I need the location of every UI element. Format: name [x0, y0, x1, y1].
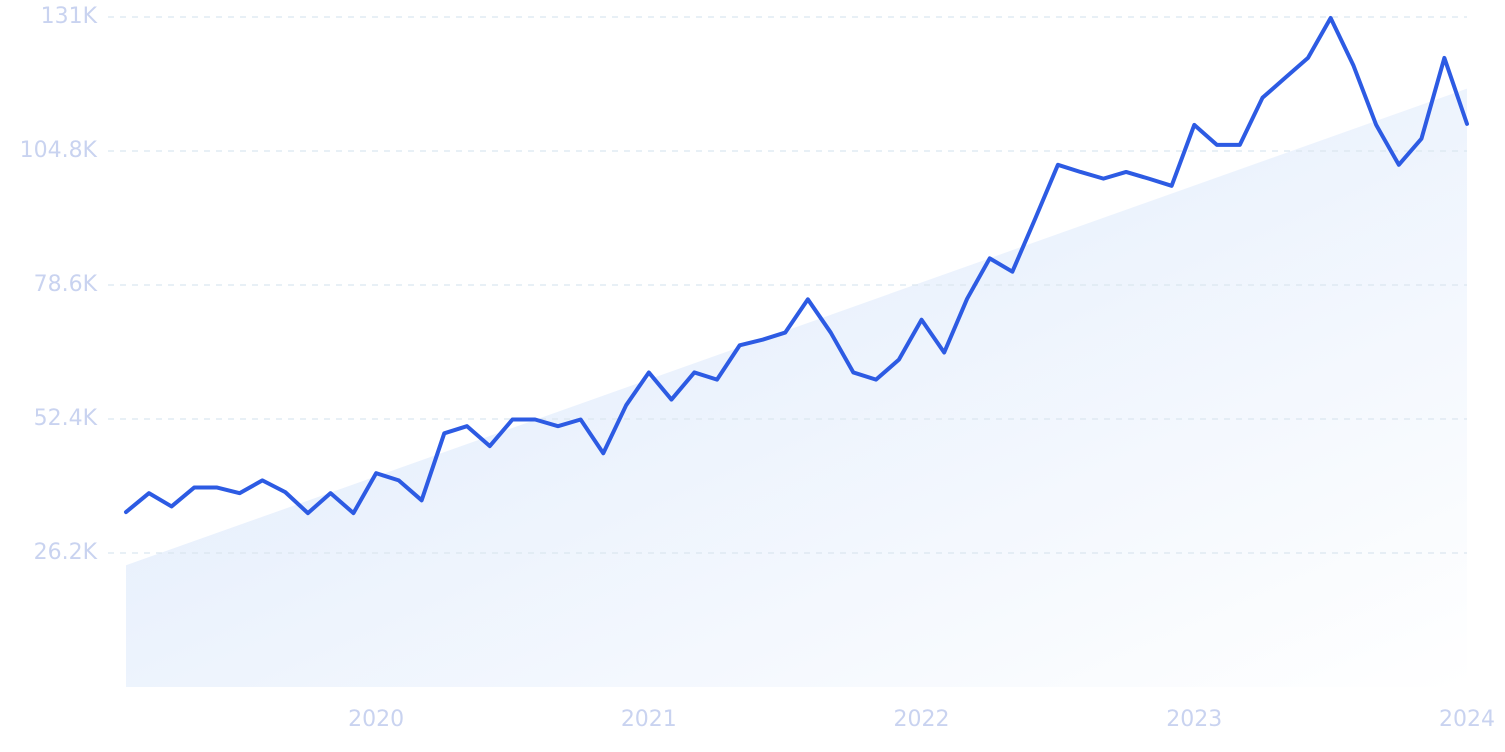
y-tick-label: 52.4K [34, 406, 98, 431]
x-tick-label: 2023 [1166, 707, 1222, 732]
x-tick-label: 2024 [1439, 707, 1495, 732]
x-tick-label: 2021 [621, 707, 677, 732]
y-tick-label: 26.2K [34, 540, 98, 565]
y-tick-label: 131K [41, 4, 98, 29]
y-tick-label: 78.6K [34, 272, 98, 297]
x-tick-label: 2022 [894, 707, 950, 732]
line [124, 16, 1469, 516]
x-tick-label: 2020 [348, 707, 404, 732]
y-tick-label: 104.8K [20, 138, 98, 163]
trend-area [126, 88, 1467, 688]
